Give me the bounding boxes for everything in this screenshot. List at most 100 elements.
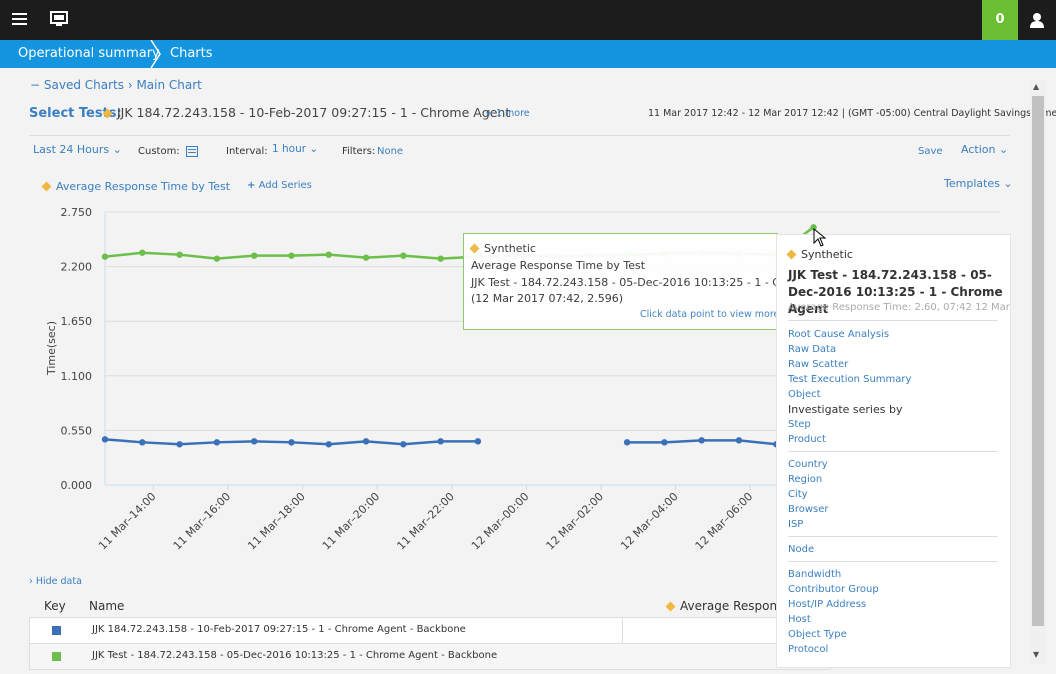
breadcrumb: Operational summary Charts (0, 40, 1056, 68)
legend[interactable]: Average Response Time by Test (41, 180, 231, 193)
data-point (810, 224, 817, 231)
user-icon[interactable] (1029, 12, 1045, 28)
data-point (101, 436, 109, 443)
custom-label: Custom: (138, 146, 180, 157)
templates[interactable]: Templates ⌄ (944, 177, 1013, 190)
x-tick-label: 11 Mar–22:00 (394, 490, 457, 553)
period[interactable]: Last 24 Hours ⌄ (33, 143, 122, 156)
panel-category: Synthetic (786, 248, 853, 261)
panel-link[interactable]: Host (788, 614, 811, 625)
y-tick-label: 0.550 (61, 424, 93, 437)
data-table: Key Name Average Response Time by Test J… (29, 596, 870, 670)
data-point (288, 252, 295, 259)
table-header: Key (44, 599, 66, 613)
x-tick-label: 11 Mar–20:00 (320, 490, 383, 553)
table-row: JJK 184.72.243.158 - 10-Feb-2017 09:27:1… (29, 617, 831, 644)
y-tick-label: 2.200 (61, 261, 93, 274)
x-tick-label: 12 Mar–00:00 (469, 490, 532, 553)
panel-link[interactable]: Protocol (788, 644, 829, 655)
saved-path: − Saved Charts › Main Chart (30, 78, 202, 92)
dashboard-icon[interactable] (50, 11, 68, 27)
x-tick-label: 11 Mar–14:00 (96, 490, 159, 553)
panel-link[interactable]: Test Execution Summary (788, 374, 912, 385)
y-tick-label: 1.100 (61, 370, 93, 383)
panel-link[interactable]: Browser (788, 504, 829, 515)
divider (788, 561, 998, 562)
scroll-up[interactable]: ▲ (1033, 82, 1040, 91)
data-point (474, 438, 482, 445)
link[interactable]: Saved Charts (43, 78, 124, 92)
y-tick-label: 2.750 (61, 206, 93, 219)
templates-text: Templates (944, 177, 1000, 190)
crumb[interactable]: Operational summary (18, 46, 160, 61)
more-link[interactable]: + 1 more (485, 108, 530, 119)
period-text: Last 24 Hours (33, 143, 110, 156)
panel-links: Root Cause Analysis Raw Data Raw Scatter Te… (788, 327, 998, 657)
panel-link[interactable]: Root Cause Analysis (788, 329, 890, 340)
table-header: Name (89, 599, 125, 613)
data-point (400, 252, 407, 259)
data-point (176, 251, 183, 258)
hide-data[interactable]: › Hide data (29, 576, 82, 587)
menu-icon[interactable] (12, 13, 27, 26)
scroll-thumb[interactable] (1032, 96, 1044, 626)
panel-link[interactable]: Host/IP Address (788, 599, 867, 610)
panel-link[interactable]: ISP (788, 519, 804, 530)
add-series[interactable]: + Add Series (247, 180, 312, 191)
action-text: Action (961, 143, 996, 156)
tooltip-hint: Click data point to view more options (640, 309, 778, 320)
panel-link[interactable]: Node (788, 544, 815, 555)
scroll-down[interactable]: ▼ (1033, 650, 1040, 659)
cell-divider (622, 618, 623, 643)
time-range: 11 Mar 2017 12:42 - 12 Mar 2017 12:42 | … (648, 108, 1056, 119)
scrollbar[interactable]: ▲ ▼ (1030, 80, 1046, 664)
data-point (213, 439, 221, 446)
data-point (250, 252, 258, 259)
panel-link[interactable]: Raw Scatter (788, 359, 849, 370)
alert-count[interactable]: 0 (982, 0, 1018, 40)
separator (29, 135, 1010, 136)
x-tick-label: 11 Mar–16:00 (171, 490, 234, 553)
panel-link[interactable]: Object (788, 389, 821, 400)
divider (788, 451, 998, 452)
panel-link[interactable]: City (788, 489, 808, 500)
cursor (813, 228, 827, 247)
data-point (735, 437, 743, 444)
interval[interactable]: 1 hour ⌄ (272, 143, 319, 155)
filters-label: Filters: (342, 146, 376, 157)
save-button[interactable]: Save (918, 146, 943, 157)
action-menu[interactable]: Action ⌄ (961, 143, 1009, 156)
legend-text: Average Response Time by Test (56, 180, 231, 193)
panel-link[interactable]: Step (788, 419, 811, 430)
crumb[interactable]: Charts (170, 46, 213, 61)
data-point (437, 255, 444, 262)
panel-link[interactable]: Object Type (788, 629, 847, 640)
interval-text: 1 hour (272, 143, 307, 155)
calendar-icon[interactable] (186, 146, 198, 157)
context-panel: Synthetic JJK Test - 184.72.243.158 - 05… (776, 234, 1011, 668)
data-point (288, 439, 295, 446)
tooltip-point: (12 Mar 2017 07:42, 2.596) (471, 292, 624, 305)
panel-link[interactable]: Region (788, 474, 823, 485)
panel-link[interactable]: Raw Data (788, 344, 837, 355)
crumb-separator (150, 40, 161, 68)
x-tick-label: 12 Mar–04:00 (618, 490, 681, 553)
panel-link[interactable]: Bandwidth (788, 569, 842, 580)
data-point (661, 439, 668, 446)
data-point (250, 438, 258, 445)
panel-summary: Average Response Time: 2.60, 07:42 12 Ma… (788, 302, 1010, 313)
data-point (101, 253, 109, 260)
panel-link[interactable]: Country (788, 459, 828, 470)
key (52, 626, 61, 635)
panel-link[interactable]: Product (788, 434, 826, 445)
panel-link[interactable]: Contributor Group (788, 584, 879, 595)
link[interactable]: Main Chart (136, 78, 202, 92)
row-name: JJK Test - 184.72.243.158 - 05-Dec-2016 … (92, 650, 498, 661)
collapse-icon[interactable]: − (30, 78, 44, 92)
filters[interactable]: None (377, 146, 404, 157)
x-tick-label: 12 Mar–02:00 (544, 490, 607, 553)
x-tick-label: 11 Mar–18:00 (245, 490, 308, 553)
data-point (176, 441, 183, 448)
row-name: JJK 184.72.243.158 - 10-Feb-2017 09:27:1… (92, 624, 466, 635)
